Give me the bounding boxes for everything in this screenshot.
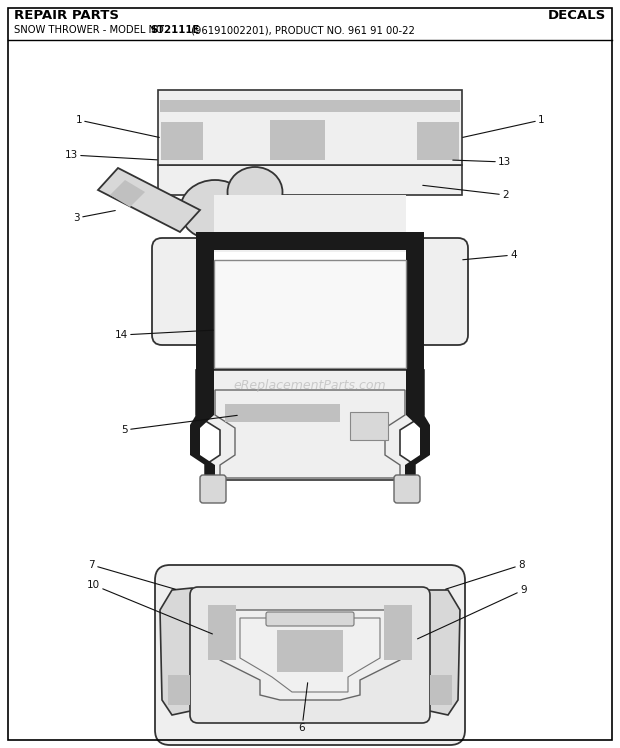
Text: 5: 5: [122, 415, 237, 435]
Polygon shape: [405, 370, 430, 480]
Text: ST2111E: ST2111E: [150, 25, 199, 35]
FancyBboxPatch shape: [155, 565, 465, 745]
FancyBboxPatch shape: [200, 475, 226, 503]
Ellipse shape: [180, 180, 250, 240]
Bar: [196, 245, 214, 370]
Text: 1: 1: [463, 115, 544, 138]
Text: 1: 1: [76, 115, 159, 138]
Bar: [350, 412, 388, 440]
Text: 3: 3: [73, 210, 115, 223]
Text: 10: 10: [87, 580, 213, 634]
FancyBboxPatch shape: [190, 587, 430, 723]
Bar: [406, 245, 424, 370]
Text: 13: 13: [64, 150, 157, 160]
Polygon shape: [240, 618, 380, 692]
Bar: [196, 232, 424, 250]
Polygon shape: [190, 370, 215, 480]
Polygon shape: [214, 195, 406, 252]
Polygon shape: [215, 390, 405, 478]
Bar: [430, 675, 452, 705]
Bar: [270, 120, 325, 160]
FancyBboxPatch shape: [394, 475, 420, 503]
Polygon shape: [98, 168, 200, 232]
Text: 4: 4: [463, 250, 516, 260]
Text: 2: 2: [423, 186, 508, 200]
Text: 13: 13: [453, 157, 511, 167]
Text: 7: 7: [89, 560, 175, 589]
Polygon shape: [425, 590, 460, 715]
Polygon shape: [158, 165, 462, 195]
FancyBboxPatch shape: [266, 612, 354, 626]
Text: 14: 14: [115, 330, 213, 340]
Bar: [277, 630, 343, 672]
Bar: [417, 122, 459, 160]
Bar: [168, 675, 190, 705]
Polygon shape: [196, 370, 424, 480]
Bar: [208, 605, 236, 660]
Text: (96191002201), PRODUCT NO. 961 91 00-22: (96191002201), PRODUCT NO. 961 91 00-22: [188, 25, 415, 35]
Polygon shape: [220, 610, 400, 700]
Bar: [160, 100, 460, 112]
Text: 6: 6: [299, 683, 308, 733]
FancyBboxPatch shape: [152, 238, 205, 345]
Bar: [225, 404, 340, 422]
Text: REPAIR PARTS: REPAIR PARTS: [14, 8, 119, 22]
Text: SNOW THROWER - MODEL NO.: SNOW THROWER - MODEL NO.: [14, 25, 170, 35]
Bar: [384, 605, 412, 660]
Bar: [196, 355, 424, 370]
Bar: [158, 90, 462, 165]
Text: 9: 9: [417, 585, 526, 639]
Ellipse shape: [228, 167, 283, 217]
Text: eReplacementParts.com: eReplacementParts.com: [234, 378, 386, 391]
Text: DECALS: DECALS: [547, 8, 606, 22]
Bar: [214, 260, 406, 368]
Text: 8: 8: [446, 560, 525, 589]
Polygon shape: [160, 588, 195, 715]
Bar: [161, 122, 203, 160]
FancyBboxPatch shape: [415, 238, 468, 345]
Polygon shape: [110, 180, 145, 207]
